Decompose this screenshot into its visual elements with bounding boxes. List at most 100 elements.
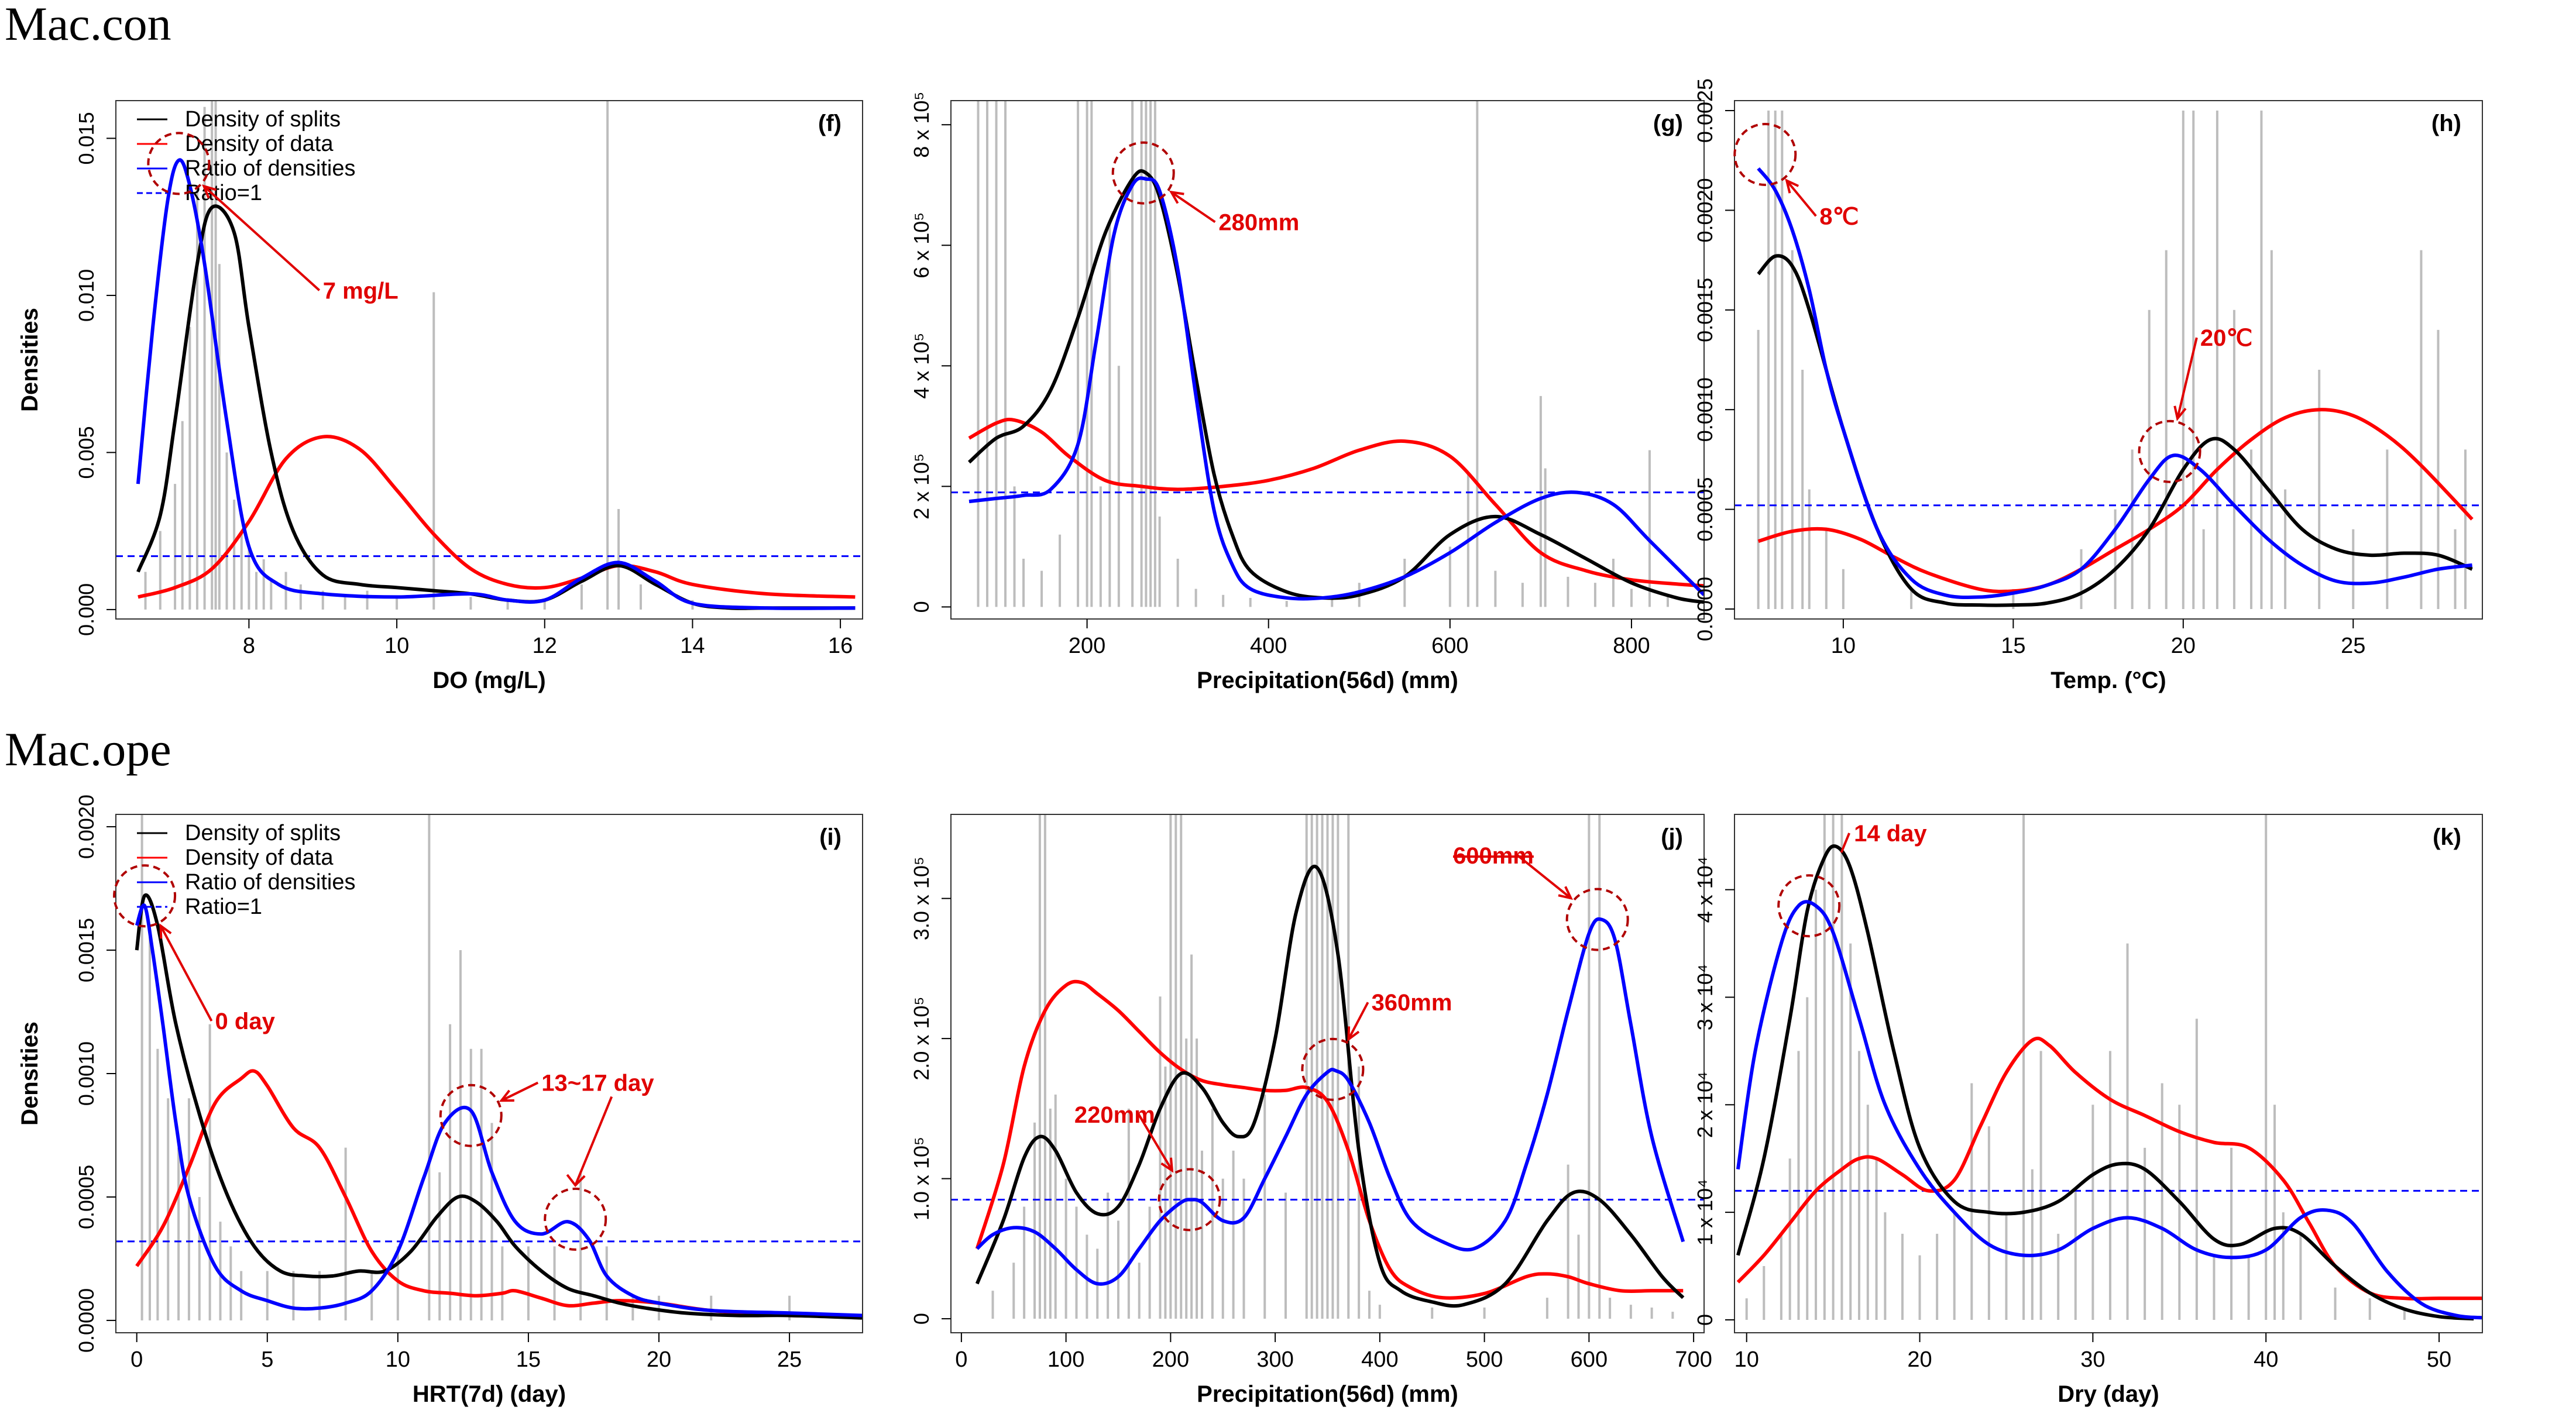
annotation-arrow (500, 1081, 539, 1102)
x-tick-label: 300 (1256, 1347, 1293, 1372)
plot-area (1734, 111, 2482, 609)
y-tick-label: 3.0 x 10⁵ (909, 857, 933, 940)
y-axis-label: Densities (17, 308, 43, 412)
x-tick-label: 400 (1250, 634, 1287, 658)
annotation-arrowhead (1558, 886, 1574, 900)
x-tick-label: 600 (1571, 1347, 1608, 1372)
annotation-arrow (203, 185, 321, 291)
legend-label: Ratio=1 (185, 181, 262, 205)
annotation-arrow (1138, 1113, 1173, 1171)
x-tick-label: 600 (1431, 634, 1468, 658)
series-ratio-of-densities (1757, 167, 2472, 600)
x-tick-label: 10 (384, 634, 409, 658)
y-tick-label: 0.0015 (74, 918, 98, 982)
y-tick-label: 0.0020 (74, 795, 98, 859)
panel-label: (j) (1661, 824, 1683, 850)
y-tick-label: 1 x 10⁴ (1693, 1179, 1717, 1246)
legend-label: Ratio of densities (185, 156, 356, 181)
panel-label: (i) (819, 824, 842, 850)
annotation-label: 220mm (1074, 1102, 1155, 1128)
y-tick-label: 0.0010 (74, 1041, 98, 1106)
plot-frame (1734, 100, 2483, 620)
panel-label: (h) (2431, 111, 2461, 136)
panel-label: (f) (818, 111, 842, 136)
annotation-arrowhead (1160, 1157, 1174, 1173)
legend-label: Density of splits (185, 821, 341, 845)
x-tick-label: 200 (1152, 1347, 1189, 1372)
x-tick-label: 12 (533, 634, 557, 658)
x-tick-label: 100 (1047, 1347, 1084, 1372)
x-tick-label: 800 (1613, 634, 1650, 658)
series-ratio-of-densities (1736, 900, 2482, 1320)
annotation-circle (113, 864, 177, 928)
annotation-arrowhead (1169, 190, 1184, 204)
annotation-label: 600mm (1453, 843, 1534, 869)
series-density-of-data (135, 1069, 863, 1318)
annotation-arrow (1840, 833, 1850, 853)
y-tick-label: 0 (909, 1313, 933, 1325)
y-tick-label: 2.0 x 10⁵ (909, 997, 933, 1081)
series-density-of-data (975, 979, 1684, 1300)
annotation-label: 14 day (1854, 821, 1927, 847)
annotation-arrowhead (159, 923, 172, 939)
chart-panel-k: 10 20 30 40 50 0 1 x 10⁴ 2 x 10⁴ 3 x 10⁴ 4 x 10⁴ D… (1693, 814, 2483, 1407)
series-density-of-splits (967, 169, 1704, 604)
series-density-of-splits (136, 204, 856, 610)
annotation-arrow (159, 925, 213, 1022)
x-tick-label: 200 (1069, 634, 1105, 658)
plot-area (1734, 814, 2482, 1321)
legend-label: Ratio=1 (185, 895, 262, 919)
x-tick-label: 0 (955, 1347, 967, 1372)
x-tick-label: 15 (2001, 634, 2025, 658)
series-density-of-splits (135, 893, 863, 1320)
annotation-circle (1733, 123, 1797, 187)
annotation-arrowhead (499, 1089, 514, 1102)
y-tick-label: 4 x 10⁵ (909, 333, 933, 399)
x-axis-label: HRT(7d) (day) (413, 1381, 566, 1407)
y-tick-label: 0.0025 (1693, 78, 1717, 143)
y-tick-label: 0 (909, 601, 933, 613)
chart-panel-h: 10 15 20 25 0.0000 0.0005 0.0010 0.0015 0.0020 0.… (1693, 78, 2483, 693)
annotation-label: 20℃ (2200, 325, 2252, 351)
y-tick-label: 0 (1693, 1314, 1717, 1326)
y-tick-label: 0.0020 (1693, 178, 1717, 242)
annotation-arrowhead (2173, 405, 2187, 421)
x-tick-label: 700 (1675, 1347, 1712, 1372)
series-density-of-splits (1736, 844, 2474, 1321)
chart-panel-g: 200 400 600 800 0 2 x 10⁵ 4 x 10⁵ 6 x 10⁵ 8 x 10… (909, 92, 1705, 693)
annotation-arrowhead (1347, 1026, 1360, 1042)
annotation-arrow (574, 1096, 613, 1186)
row-label-mac-ope: Mac.ope (5, 723, 171, 776)
annotation-arrowhead (566, 1174, 586, 1187)
annotation-circle (1158, 1168, 1221, 1232)
annotation-circle (1301, 1037, 1365, 1101)
annotation-arrowhead (1785, 178, 1799, 194)
panel-label: (g) (1653, 111, 1683, 136)
x-tick-label: 20 (647, 1347, 671, 1372)
x-tick-label: 5 (261, 1347, 273, 1372)
series-density-of-data (968, 418, 1704, 588)
x-tick-label: 40 (2254, 1347, 2278, 1372)
x-tick-label: 50 (2427, 1347, 2451, 1372)
x-tick-label: 16 (828, 634, 853, 658)
annotation-arrow (2176, 337, 2198, 419)
y-tick-label: 0.000 (74, 583, 98, 636)
annotation-label: 0 day (215, 1009, 276, 1034)
annotation-arrowhead (202, 184, 217, 199)
chart-panel-j: 0 100 200 300 400 500 600 700 0 1.0 x 10⁵ 2.0 x 10… (909, 814, 1712, 1407)
y-tick-label: 0.015 (74, 112, 98, 164)
legend-label: Density of splits (185, 107, 341, 132)
x-axis-label: Dry (day) (2058, 1381, 2159, 1407)
y-tick-label: 0.010 (74, 269, 98, 322)
annotation-circle (439, 1084, 503, 1147)
x-axis-label: Precipitation(56d) (mm) (1197, 668, 1458, 693)
y-tick-label: 0.005 (74, 426, 98, 479)
series-ratio-of-densities (968, 176, 1704, 601)
annotation-label: 280mm (1218, 210, 1299, 236)
plot-area (116, 814, 863, 1320)
annotation-circle (147, 132, 211, 195)
y-tick-label: 1.0 x 10⁵ (909, 1137, 933, 1220)
annotation-circle (1565, 888, 1629, 951)
plot-area (951, 101, 1704, 607)
